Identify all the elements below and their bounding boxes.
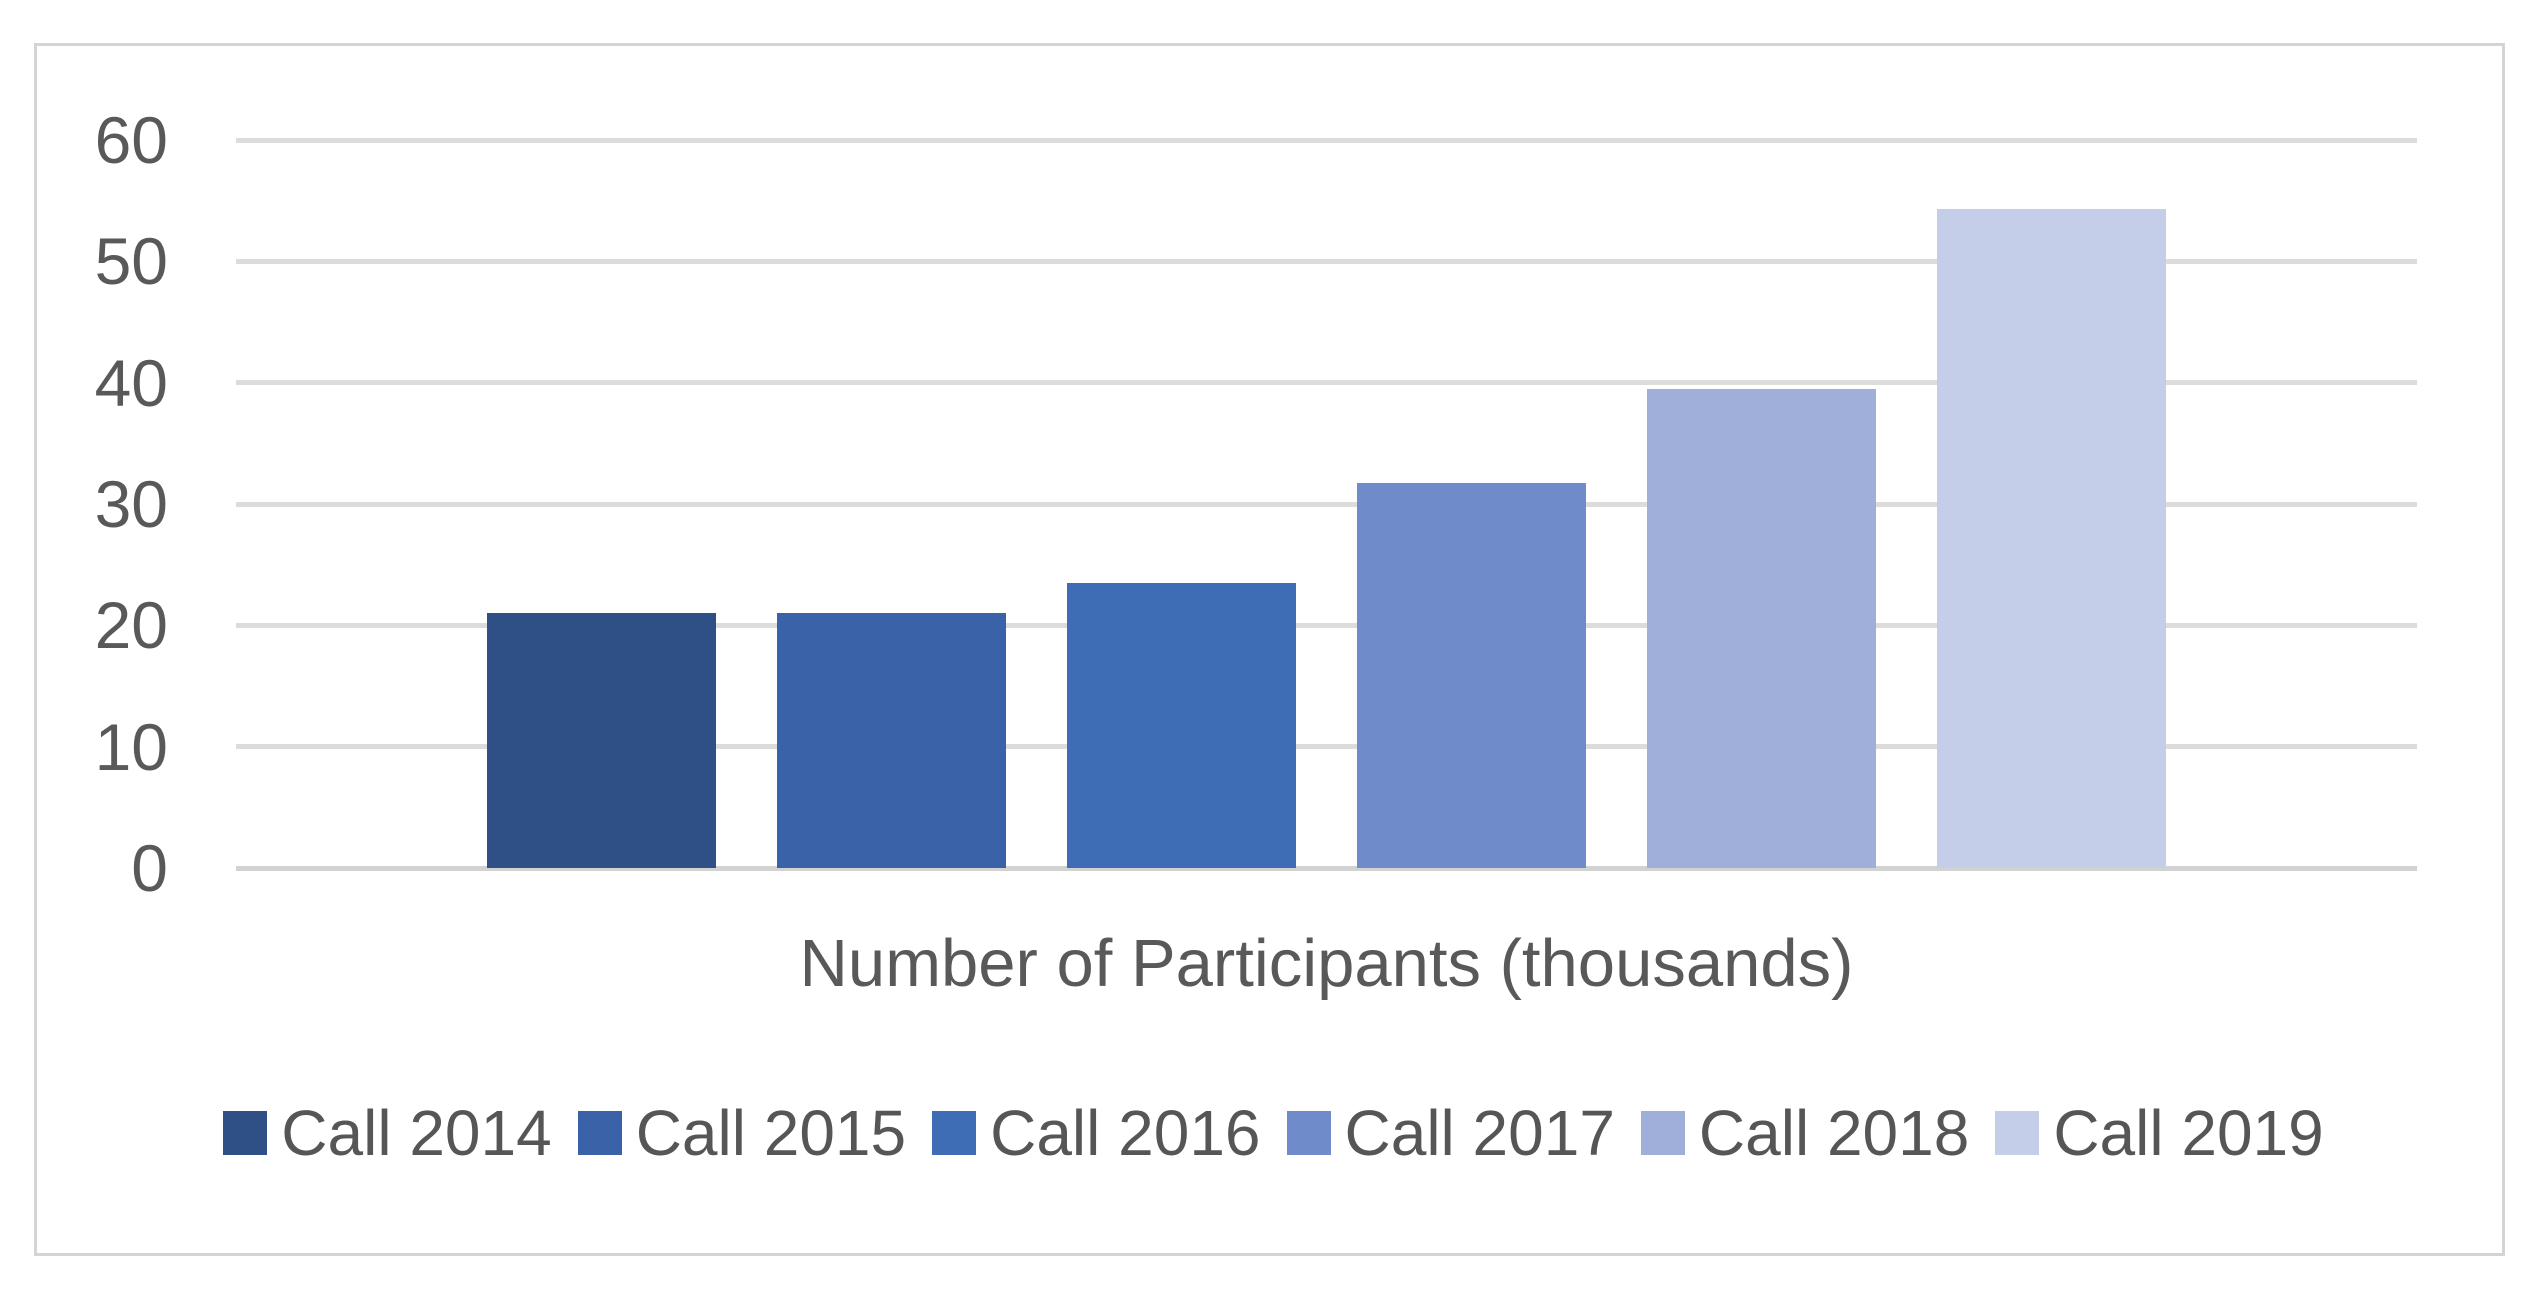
legend-label-call-2019: Call 2019 bbox=[2053, 1097, 2324, 1169]
bar-call-2014 bbox=[487, 613, 716, 868]
y-axis-tick-label-50: 50 bbox=[94, 224, 168, 299]
chart-frame-border: 0 10 20 30 40 50 60 Number of Participants (th… bbox=[34, 43, 2505, 1256]
y-axis-tick-label-40: 40 bbox=[94, 345, 168, 420]
legend-swatch-call-2017 bbox=[1286, 1111, 1331, 1155]
legend-swatch-call-2018 bbox=[1640, 1111, 1685, 1155]
legend-item-call-2016: Call 2016 bbox=[932, 1096, 1261, 1170]
legend-swatch-call-2014 bbox=[223, 1111, 268, 1155]
legend-label-call-2015: Call 2015 bbox=[635, 1097, 907, 1169]
y-axis-tick-label-30: 30 bbox=[94, 467, 168, 541]
bar-call-2015 bbox=[777, 613, 1006, 868]
legend-label-call-2016: Call 2016 bbox=[990, 1097, 1261, 1169]
bar-call-2017 bbox=[1357, 483, 1586, 868]
legend-item-call-2015: Call 2015 bbox=[577, 1096, 907, 1170]
legend-item-call-2018: Call 2018 bbox=[1640, 1096, 1970, 1170]
legend-label-call-2018: Call 2018 bbox=[1698, 1097, 1970, 1169]
legend-item-call-2017: Call 2017 bbox=[1286, 1096, 1615, 1170]
legend-swatch-call-2019 bbox=[1995, 1111, 2040, 1155]
gridline-30 bbox=[236, 501, 2417, 507]
bar-call-2018 bbox=[1647, 388, 1876, 868]
x-axis-title: Number of Participants (thousands) bbox=[799, 926, 1854, 1001]
bar-call-2016 bbox=[1067, 582, 1296, 868]
legend-label-call-2017: Call 2017 bbox=[1344, 1097, 1615, 1169]
y-axis-tick-label-0: 0 bbox=[131, 831, 168, 905]
gridline-20 bbox=[236, 622, 2417, 628]
gridline-40 bbox=[236, 380, 2417, 386]
y-axis-tick-label-20: 20 bbox=[94, 588, 168, 663]
legend-item-call-2014: Call 2014 bbox=[223, 1096, 552, 1170]
legend-swatch-call-2015 bbox=[577, 1111, 622, 1155]
gridline-50 bbox=[236, 258, 2417, 264]
y-axis-tick-label-60: 60 bbox=[94, 103, 168, 177]
x-axis-line bbox=[236, 865, 2417, 871]
y-axis-tick-label-10: 10 bbox=[94, 709, 168, 784]
gridline-10 bbox=[236, 744, 2417, 750]
gridline-60 bbox=[236, 137, 2417, 143]
chart-legend: Call 2014 Call 2015 Call 2016 Call 2017 Call… bbox=[0, 1097, 2547, 1169]
legend-item-call-2019: Call 2019 bbox=[1995, 1096, 2324, 1170]
bar-call-2019 bbox=[1937, 209, 2166, 868]
legend-label-call-2014: Call 2014 bbox=[281, 1097, 552, 1169]
legend-swatch-call-2016 bbox=[932, 1111, 977, 1155]
